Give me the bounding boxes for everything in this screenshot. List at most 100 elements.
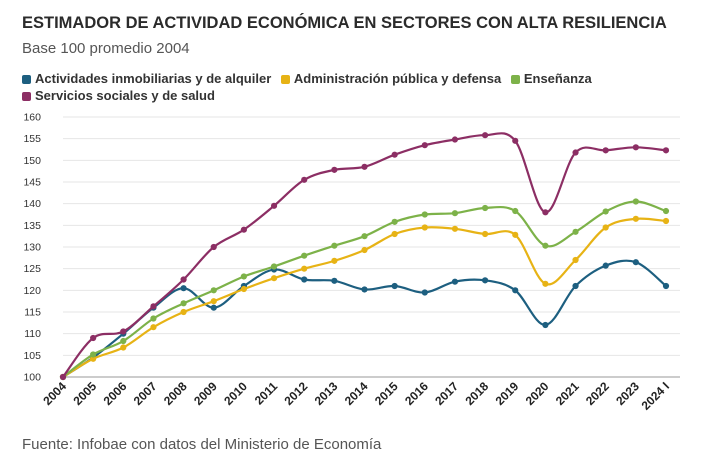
x-tick-label: 2022 — [583, 379, 612, 408]
data-point[interactable] — [150, 315, 157, 322]
data-point[interactable] — [331, 277, 338, 284]
source-note: Fuente: Infobae con datos del Ministerio… — [22, 436, 382, 453]
data-point[interactable] — [180, 308, 187, 316]
data-point[interactable] — [662, 282, 670, 290]
data-point[interactable] — [602, 208, 609, 215]
data-point[interactable] — [180, 285, 187, 292]
y-tick-label: 150 — [23, 155, 41, 167]
legend-item-administracion[interactable]: Administración pública y defensa — [280, 70, 501, 87]
series-line — [62, 217, 667, 378]
data-point[interactable] — [572, 256, 579, 264]
legend-item-servicios[interactable]: Servicios sociales y de salud — [22, 87, 215, 104]
data-point[interactable] — [512, 137, 519, 144]
x-tick-label: 2015 — [372, 379, 401, 408]
data-point[interactable] — [240, 273, 247, 280]
data-point[interactable] — [632, 259, 639, 266]
data-point[interactable] — [632, 144, 639, 151]
data-point[interactable] — [301, 276, 308, 283]
data-point[interactable] — [210, 298, 217, 305]
x-tick-label: 2019 — [493, 379, 522, 408]
y-tick-label: 125 — [23, 263, 41, 275]
data-point[interactable] — [391, 151, 398, 158]
data-point[interactable] — [301, 265, 308, 272]
data-point[interactable] — [361, 246, 368, 254]
data-point[interactable] — [662, 147, 670, 154]
data-point[interactable] — [180, 276, 187, 283]
data-point[interactable] — [150, 303, 157, 310]
data-point[interactable] — [361, 286, 368, 293]
data-point[interactable] — [240, 226, 247, 233]
data-point[interactable] — [602, 262, 609, 269]
data-point[interactable] — [391, 218, 398, 225]
data-point[interactable] — [632, 198, 639, 205]
data-point[interactable] — [451, 278, 459, 285]
data-point[interactable] — [602, 147, 609, 154]
x-tick-label: 2018 — [462, 379, 491, 408]
data-point[interactable] — [662, 207, 670, 215]
y-tick-label: 115 — [24, 307, 41, 319]
x-tick-label: 2021 — [553, 379, 582, 408]
data-point[interactable] — [482, 132, 489, 139]
data-point[interactable] — [301, 176, 308, 183]
data-point[interactable] — [331, 166, 338, 173]
data-point[interactable] — [512, 287, 519, 294]
data-point[interactable] — [59, 373, 67, 381]
legend-item-inmobiliarias[interactable]: Actividades inmobiliarias y de alquiler — [22, 70, 271, 87]
data-point[interactable] — [451, 136, 459, 143]
x-tick-label: 2020 — [523, 379, 552, 408]
data-point[interactable] — [270, 202, 278, 209]
series-group — [59, 198, 670, 381]
data-point[interactable] — [270, 275, 278, 282]
data-point[interactable] — [210, 287, 217, 294]
data-point[interactable] — [542, 280, 549, 287]
data-point[interactable] — [451, 225, 459, 232]
data-point[interactable] — [90, 355, 97, 362]
data-point[interactable] — [421, 142, 428, 149]
data-point[interactable] — [240, 285, 247, 293]
data-point[interactable] — [391, 282, 398, 290]
data-point[interactable] — [210, 243, 217, 251]
data-point[interactable] — [90, 351, 97, 358]
data-point[interactable] — [391, 230, 398, 238]
data-point[interactable] — [602, 224, 609, 231]
x-tick-label: 2012 — [282, 379, 311, 408]
data-point[interactable] — [512, 207, 519, 215]
data-point[interactable] — [572, 149, 579, 156]
data-point[interactable] — [542, 321, 549, 329]
data-point[interactable] — [421, 289, 428, 296]
data-point[interactable] — [361, 163, 368, 170]
data-point[interactable] — [90, 334, 97, 342]
x-tick-label: 2009 — [191, 379, 220, 408]
data-point[interactable] — [301, 252, 308, 259]
data-point[interactable] — [120, 328, 127, 335]
x-tick-label: 2006 — [101, 379, 130, 408]
data-point[interactable] — [542, 209, 549, 216]
data-point[interactable] — [662, 217, 670, 225]
data-point[interactable] — [421, 224, 428, 231]
data-point[interactable] — [210, 304, 217, 311]
x-tick-label: 2004 — [40, 379, 69, 408]
data-point[interactable] — [451, 210, 459, 217]
data-point[interactable] — [542, 242, 549, 249]
data-point[interactable] — [512, 231, 519, 238]
data-point[interactable] — [482, 277, 489, 284]
data-point[interactable] — [632, 215, 639, 222]
data-point[interactable] — [331, 242, 338, 249]
x-axis: 2004 2005 2006 2007 2008 2009 2010 2011 2012 2013… — [40, 379, 672, 413]
data-point[interactable] — [180, 300, 187, 307]
data-point[interactable] — [331, 257, 338, 264]
legend: Actividades inmobiliarias y de alquiler … — [22, 70, 662, 104]
x-tick-label: 2010 — [221, 379, 250, 408]
data-point[interactable] — [120, 337, 127, 345]
data-point[interactable] — [482, 204, 489, 212]
data-point[interactable] — [270, 263, 278, 270]
data-point[interactable] — [120, 344, 127, 351]
data-point[interactable] — [150, 324, 157, 331]
data-point[interactable] — [572, 228, 579, 235]
data-point[interactable] — [482, 230, 489, 238]
legend-item-ensenanza[interactable]: Enseñanza — [510, 70, 592, 87]
x-tick-label: 2023 — [613, 379, 642, 408]
data-point[interactable] — [572, 282, 579, 290]
data-point[interactable] — [361, 233, 368, 240]
data-point[interactable] — [421, 211, 428, 218]
